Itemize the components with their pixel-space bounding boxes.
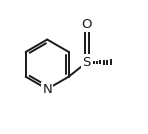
Text: S: S bbox=[83, 56, 91, 69]
Text: O: O bbox=[82, 18, 92, 31]
Text: N: N bbox=[42, 83, 52, 96]
